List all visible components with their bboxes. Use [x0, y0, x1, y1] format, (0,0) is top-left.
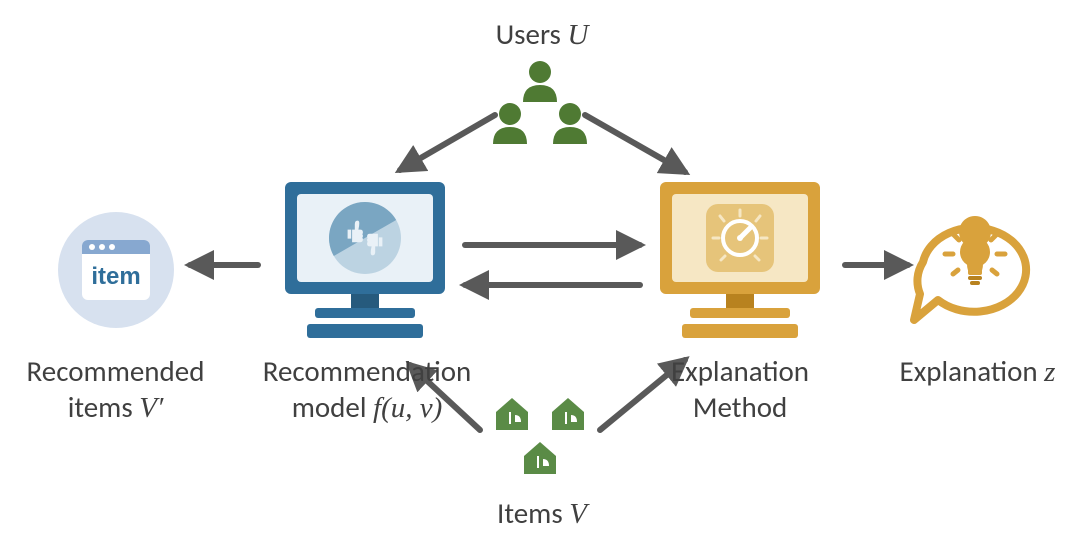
rec-model-l2-prefix: model	[292, 389, 373, 425]
explanation-prefix: Explanation	[900, 353, 1045, 389]
arrow-users-to-model	[400, 115, 495, 170]
recommended-items-l1: Recommended	[27, 353, 205, 389]
explanation-icon	[914, 216, 1026, 320]
item-badge-icon: item	[58, 212, 174, 328]
expl-method-l1: Explanation	[671, 353, 809, 389]
explanation-var: z	[1044, 356, 1055, 388]
recommended-items-l2-prefix: items	[68, 389, 140, 425]
recommended-items-var: V′	[139, 392, 163, 424]
expl-method-label: Explanation Method	[640, 353, 840, 426]
rec-model-l1: Recommendation	[263, 353, 472, 389]
rec-model-label: Recommendation model f(u, v)	[237, 353, 497, 427]
explanation-label: Explanation z	[880, 353, 1075, 390]
items-label: Items V	[467, 495, 617, 532]
diagram-stage: item	[0, 0, 1080, 537]
rec-model-icon	[285, 182, 445, 338]
expl-method-l2: Method	[693, 389, 788, 425]
users-icon	[493, 61, 587, 144]
items-icon	[496, 398, 584, 474]
expl-method-icon	[660, 182, 820, 338]
users-label-text: Users	[496, 16, 568, 52]
users-var: U	[567, 19, 588, 51]
users-label: Users U	[467, 16, 617, 53]
rec-model-var: f(u, v)	[373, 392, 442, 424]
items-label-text: Items	[497, 495, 569, 531]
item-badge-text: item	[91, 263, 140, 290]
arrow-users-to-explain	[585, 115, 685, 172]
recommended-items-label: Recommended items V′	[8, 353, 223, 427]
items-var: V	[569, 498, 587, 530]
